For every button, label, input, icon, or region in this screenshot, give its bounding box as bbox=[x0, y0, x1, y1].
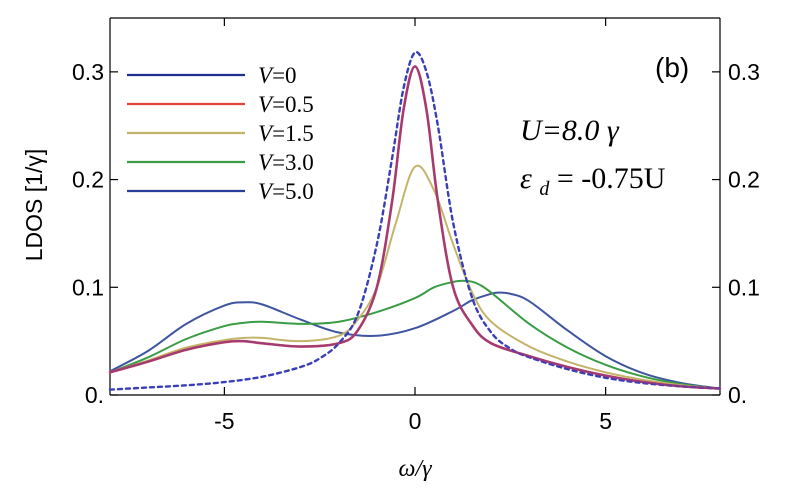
legend-value: =0 bbox=[272, 63, 296, 88]
series-group bbox=[108, 50, 722, 391]
x-tick-label: -5 bbox=[214, 408, 234, 434]
annotation-epsilon: ε d = -0.75U bbox=[520, 162, 666, 202]
legend-label: V=5.0 bbox=[258, 179, 314, 204]
annotation-u: U=8.0 γ bbox=[520, 114, 620, 147]
y-tick-label-right: 0.3 bbox=[728, 59, 760, 85]
annotation-epsilon-value: = -0.75U bbox=[557, 162, 666, 195]
legend: V=0V=0.5V=1.5V=3.0V=5.0 bbox=[127, 63, 314, 204]
legend-var: V bbox=[258, 150, 275, 175]
series-line-3 bbox=[109, 279, 721, 390]
series-line-2 bbox=[109, 164, 721, 390]
annotation-u-text: U=8.0 γ bbox=[520, 114, 620, 147]
x-axis-label: ω/γ bbox=[398, 456, 432, 482]
legend-label: V=0.5 bbox=[258, 92, 314, 117]
y-tick-label: 0.1 bbox=[72, 274, 104, 300]
series-line-overlay bbox=[109, 65, 721, 390]
x-tick-label: 5 bbox=[599, 408, 612, 434]
legend-label: V=3.0 bbox=[258, 150, 314, 175]
panel-label: (b) bbox=[655, 52, 689, 83]
legend-var: V bbox=[258, 179, 275, 204]
annotation-epsilon-symbol: ε bbox=[520, 162, 532, 195]
y-tick-label-right: 0.2 bbox=[728, 167, 760, 193]
legend-value: =3.0 bbox=[272, 150, 314, 175]
series-line-4 bbox=[109, 291, 721, 390]
y-tick-label-right: 0.1 bbox=[728, 274, 760, 300]
y-tick-label: 0.3 bbox=[72, 59, 104, 85]
y-tick-label-right: 0. bbox=[728, 382, 747, 408]
annotation-epsilon-subscript: d bbox=[539, 178, 550, 200]
legend-label: V=0 bbox=[258, 63, 297, 88]
legend-value: =5.0 bbox=[272, 179, 314, 204]
series-line-1 bbox=[108, 65, 722, 390]
y-tick-label: 0. bbox=[85, 382, 104, 408]
legend-var: V bbox=[258, 92, 275, 117]
legend-var: V bbox=[258, 63, 275, 88]
legend-var: V bbox=[258, 121, 275, 146]
x-tick-label: 0 bbox=[409, 408, 422, 434]
legend-label: V=1.5 bbox=[258, 121, 314, 146]
legend-value: =1.5 bbox=[272, 121, 314, 146]
tick-group: -5 0 5 0. 0. 0.1 0.1 0.2 0.2 0.3 0.3 bbox=[72, 18, 760, 434]
y-axis-label: LDOS [1/γ] bbox=[21, 149, 47, 261]
legend-value: =0.5 bbox=[272, 92, 314, 117]
series-line-0 bbox=[108, 50, 722, 391]
y-tick-label: 0.2 bbox=[72, 167, 104, 193]
